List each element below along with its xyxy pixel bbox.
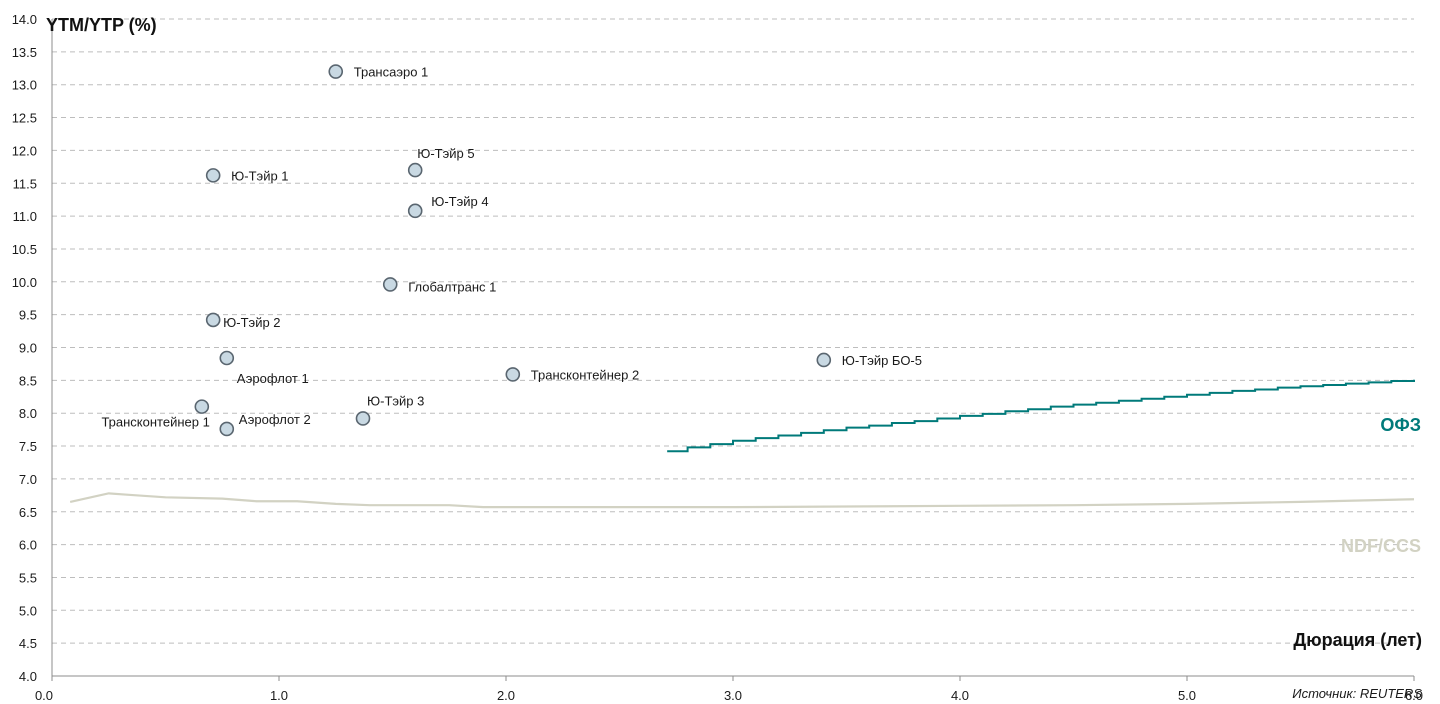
y-tick-label: 10.5	[12, 242, 37, 257]
label-layer: Трансаэро 1 Ю-Тэйр 5 Ю-Тэйр 1 Ю-Тэйр 4 Глоба…	[101, 65, 922, 430]
data-point	[407, 162, 423, 178]
y-tick-label: 7.0	[19, 472, 37, 487]
point-layer	[194, 64, 832, 437]
data-point	[194, 399, 210, 414]
y-tick-label: 13.0	[12, 78, 37, 93]
data-point-label: Ю-Тэйр 2	[223, 315, 280, 330]
data-point	[219, 350, 235, 366]
data-point	[382, 277, 398, 292]
data-point-label: Трансконтейнер 2	[531, 367, 639, 382]
data-point	[219, 421, 235, 437]
y-tick-label: 4.0	[19, 669, 37, 684]
y-tick-label: 5.0	[19, 603, 37, 618]
data-point-label: Трансконтейнер 1	[101, 415, 209, 430]
y-tick-label: 11.5	[13, 176, 37, 191]
x-tick-label: 6.0	[1405, 688, 1423, 703]
data-point	[355, 411, 371, 426]
data-point	[205, 312, 221, 328]
y-tick-label: 10.0	[12, 275, 37, 290]
series-label-ndf: NDF/CCS	[1341, 536, 1421, 556]
data-point-label: Аэрофлот 1	[237, 371, 309, 386]
y-tick-label: 6.5	[19, 505, 37, 520]
y-tick-label: 14.0	[12, 12, 37, 27]
y-tick-label: 13.5	[12, 45, 37, 60]
y-tick-label: 11.0	[13, 209, 37, 224]
line-layer	[69, 379, 1415, 509]
data-point	[205, 168, 221, 183]
ndf-ccs-curve-line	[69, 492, 1415, 509]
x-tick-label: 1.0	[270, 688, 288, 703]
x-tick-label: 3.0	[724, 688, 742, 703]
x-tick-label: 4.0	[951, 688, 969, 703]
data-point-label: Аэрофлот 2	[239, 412, 311, 427]
y-tick-label: 7.5	[19, 439, 37, 454]
data-point	[407, 203, 423, 219]
data-point-label: Трансаэро 1	[354, 65, 429, 80]
data-point-label: Ю-Тэйр 3	[367, 393, 424, 408]
axis-layer: 4.0 4.5 5.0 5.5 6.0 6.5 7.0 7.5 8.0 8.5 9.0 9.5 10.0…	[12, 12, 1423, 703]
series-label-ofz: ОФЗ	[1380, 415, 1421, 435]
data-point-label: Ю-Тэйр 5	[417, 146, 474, 161]
y-tick-label: 5.5	[19, 570, 37, 585]
x-tick-label: 5.0	[1178, 688, 1196, 703]
y-tick-label: 8.5	[19, 373, 37, 388]
y-tick-label: 4.5	[19, 636, 37, 651]
grid-layer	[52, 18, 1414, 644]
y-tick-label: 12.0	[12, 143, 37, 158]
data-point-label: Глобалтранс 1	[408, 279, 496, 294]
data-point	[505, 367, 521, 382]
data-point-label: Ю-Тэйр БО-5	[842, 353, 922, 368]
y-tick-label: 9.0	[19, 341, 37, 356]
data-point	[328, 64, 344, 79]
data-point-label: Ю-Тэйр 4	[431, 194, 488, 209]
y-tick-label: 9.5	[19, 308, 37, 323]
y-tick-label: 12.5	[12, 111, 37, 126]
y-tick-label: 8.0	[19, 406, 37, 421]
data-point-label: Ю-Тэйр 1	[231, 168, 288, 183]
source-note: Источник: REUTERS	[1292, 686, 1422, 701]
ofz-curve-line	[667, 379, 1415, 453]
y-tick-label: 6.0	[19, 538, 37, 553]
x-tick-label: 0.0	[35, 688, 53, 703]
y-axis-title: YTM/YTP (%)	[46, 15, 157, 35]
data-point	[816, 352, 832, 368]
x-axis-title: Дюрация (лет)	[1293, 630, 1422, 650]
x-tick-label: 2.0	[497, 688, 515, 703]
